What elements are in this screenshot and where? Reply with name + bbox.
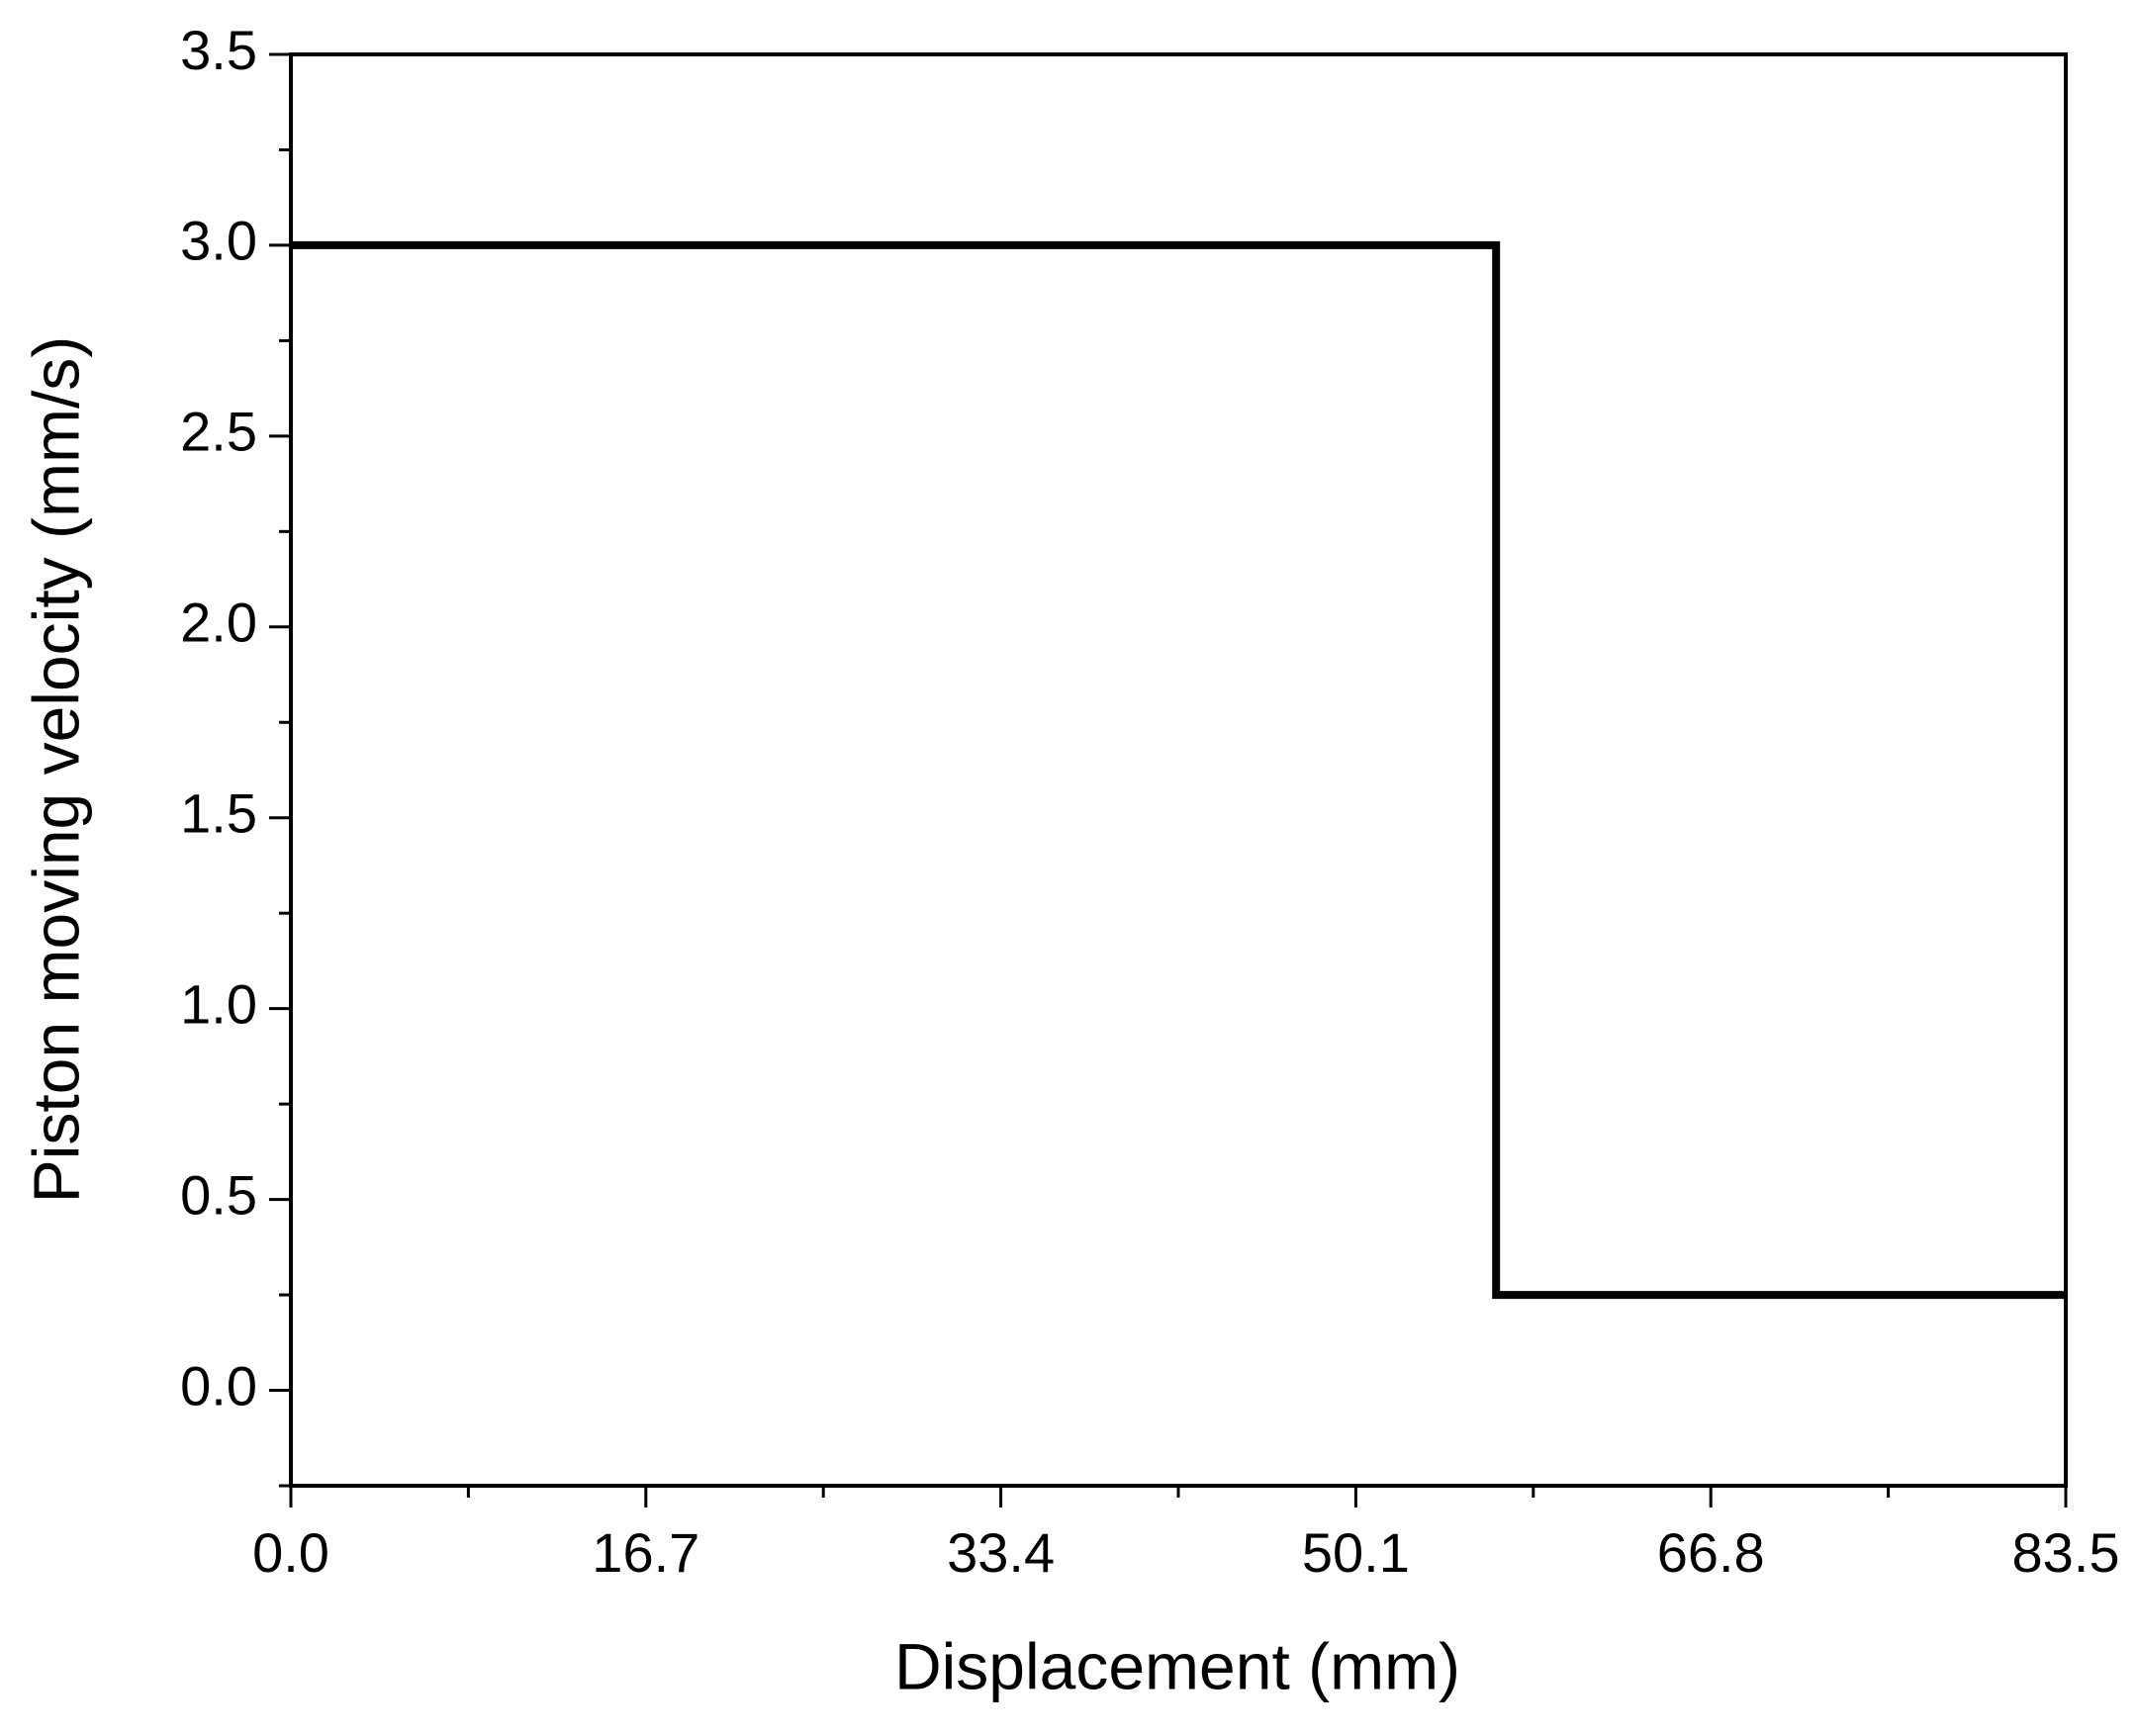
y-tick-label: 1.5 <box>180 782 257 845</box>
x-axis-title: Displacement (mm) <box>894 1629 1460 1702</box>
x-tick-label: 66.8 <box>1657 1521 1765 1584</box>
plot-frame <box>289 52 2068 1488</box>
y-tick-label: 1.0 <box>180 972 257 1035</box>
y-tick-label: 3.0 <box>180 210 257 272</box>
x-tick-label: 16.7 <box>592 1521 699 1584</box>
y-tick-label: 2.5 <box>180 401 257 463</box>
x-tick-label: 0.0 <box>252 1521 329 1584</box>
y-tick-label: 3.5 <box>180 19 257 81</box>
x-tick-label: 33.4 <box>947 1521 1055 1584</box>
y-tick-label: 0.0 <box>180 1354 257 1416</box>
x-tick-label: 50.1 <box>1302 1521 1410 1584</box>
x-tick-label: 83.5 <box>2012 1521 2120 1584</box>
y-tick-label: 2.0 <box>180 592 257 654</box>
y-axis-title: Piston moving velocity (mm/s) <box>19 336 92 1204</box>
y-tick-label: 0.5 <box>180 1163 257 1226</box>
data-line <box>291 240 2066 1300</box>
